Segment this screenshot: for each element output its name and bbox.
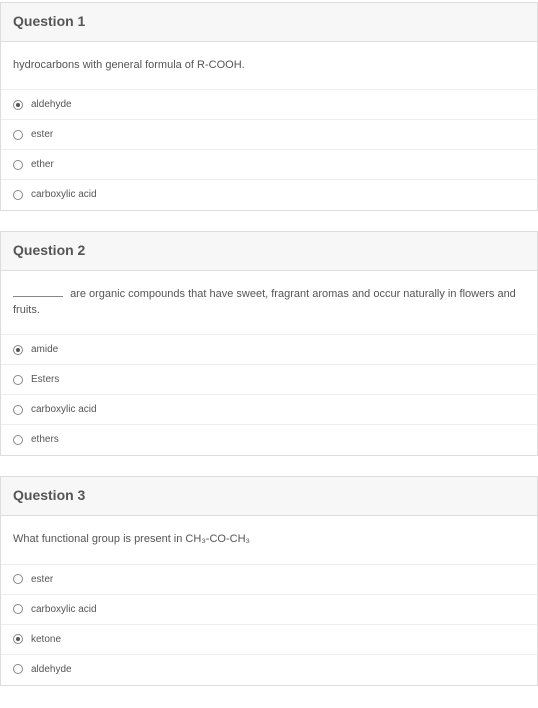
question-prompt: What functional group is present in CH₃-… (13, 532, 525, 547)
radio-button[interactable] (13, 130, 23, 140)
option-row[interactable]: ketone (1, 624, 537, 654)
radio-button[interactable] (13, 345, 23, 355)
options-list: ester carboxylic acid ketone aldehyde (1, 564, 537, 685)
options-list: amide Esters carboxylic acid ethers (1, 334, 537, 455)
question-title: Question 2 (13, 242, 85, 258)
option-row[interactable]: ethers (1, 424, 537, 455)
option-row[interactable]: carboxylic acid (1, 594, 537, 624)
question-prompt-text: hydrocarbons with general formula of R-C… (13, 59, 245, 71)
option-label: ethers (31, 434, 59, 445)
radio-button[interactable] (13, 100, 23, 110)
fill-blank (13, 288, 63, 298)
option-label: amide (31, 344, 58, 355)
radio-button[interactable] (13, 405, 23, 415)
question-block: Question 2 are organic compounds that ha… (0, 231, 538, 456)
option-row[interactable]: aldehyde (1, 89, 537, 119)
option-row[interactable]: carboxylic acid (1, 179, 537, 210)
question-body: are organic compounds that have sweet, f… (1, 271, 537, 455)
option-row[interactable]: carboxylic acid (1, 394, 537, 424)
radio-button[interactable] (13, 160, 23, 170)
radio-button[interactable] (13, 574, 23, 584)
option-label: ether (31, 159, 54, 170)
option-label: ester (31, 129, 53, 140)
question-prompt: are organic compounds that have sweet, f… (13, 287, 525, 318)
option-label: carboxylic acid (31, 604, 97, 615)
option-label: carboxylic acid (31, 189, 97, 200)
question-block: Question 3 What functional group is prese… (0, 476, 538, 685)
question-body: What functional group is present in CH₃-… (1, 516, 537, 684)
question-title: Question 3 (13, 487, 85, 503)
question-prompt-text: are organic compounds that have sweet, f… (13, 288, 516, 315)
radio-button[interactable] (13, 634, 23, 644)
question-header: Question 3 (1, 477, 537, 516)
radio-button[interactable] (13, 435, 23, 445)
option-row[interactable]: ester (1, 119, 537, 149)
option-label: aldehyde (31, 664, 72, 675)
radio-button[interactable] (13, 375, 23, 385)
option-label: carboxylic acid (31, 404, 97, 415)
option-row[interactable]: ester (1, 564, 537, 594)
option-label: ester (31, 574, 53, 585)
option-row[interactable]: Esters (1, 364, 537, 394)
question-block: Question 1 hydrocarbons with general form… (0, 2, 538, 211)
option-row[interactable]: ether (1, 149, 537, 179)
option-row[interactable]: amide (1, 334, 537, 364)
question-prompt: hydrocarbons with general formula of R-C… (13, 58, 525, 73)
radio-button[interactable] (13, 190, 23, 200)
question-prompt-text: What functional group is present in CH₃-… (13, 533, 250, 545)
question-header: Question 2 (1, 232, 537, 271)
option-label: ketone (31, 634, 61, 645)
radio-button[interactable] (13, 664, 23, 674)
question-body: hydrocarbons with general formula of R-C… (1, 42, 537, 210)
option-label: Esters (31, 374, 59, 385)
radio-button[interactable] (13, 604, 23, 614)
question-header: Question 1 (1, 3, 537, 42)
options-list: aldehyde ester ether carboxylic acid (1, 89, 537, 210)
question-title: Question 1 (13, 13, 85, 29)
option-row[interactable]: aldehyde (1, 654, 537, 685)
option-label: aldehyde (31, 99, 72, 110)
